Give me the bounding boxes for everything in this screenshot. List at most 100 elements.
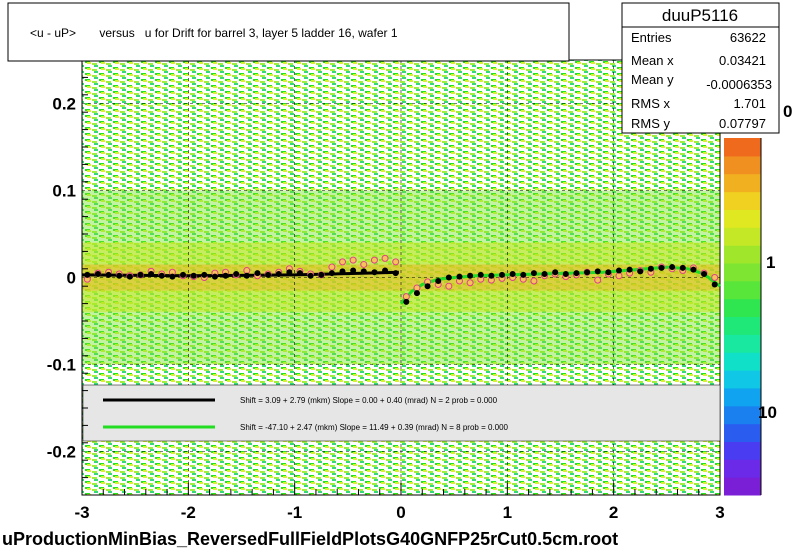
black-point xyxy=(701,271,708,278)
black-point xyxy=(637,268,644,275)
black-point xyxy=(137,271,144,278)
stats-name: duuP5116 xyxy=(662,6,738,25)
y-tick-label: 0.2 xyxy=(52,95,76,114)
colorbar-segment xyxy=(724,316,761,335)
pink-point xyxy=(328,263,336,271)
black-point xyxy=(328,270,335,277)
pink-point xyxy=(711,274,719,281)
colorbar-segment xyxy=(724,405,761,425)
x-tick-label: 2 xyxy=(609,503,618,522)
stats-value-entries: 63622 xyxy=(730,30,766,45)
colorbar-segment xyxy=(724,477,761,496)
colorbar-segment xyxy=(724,370,761,389)
pink-point xyxy=(594,276,602,284)
stats-value-mean-y: -0.0006353 xyxy=(706,77,772,92)
title-box: <u - uP> versus u for Drift for barrel 3… xyxy=(7,2,570,62)
stats-label-entries: Entries xyxy=(631,30,672,45)
colorbar-segment xyxy=(724,441,761,460)
pink-point xyxy=(349,256,357,264)
black-point xyxy=(158,272,165,279)
y-tick-label: 0 xyxy=(67,269,76,288)
pink-point xyxy=(615,272,623,280)
stats-box: duuP5116 Entries 63622 Mean x 0.03421 Me… xyxy=(621,2,780,134)
black-point xyxy=(339,268,346,275)
x-tick-label: 0 xyxy=(396,503,405,522)
black-point xyxy=(371,269,378,276)
black-point xyxy=(488,272,495,279)
pink-point xyxy=(445,282,453,290)
black-point xyxy=(647,265,654,272)
black-point xyxy=(477,271,484,278)
black-point xyxy=(180,271,187,278)
black-point xyxy=(499,271,506,278)
black-point xyxy=(211,273,218,280)
black-point xyxy=(530,270,537,277)
black-point xyxy=(605,269,612,276)
black-point xyxy=(658,264,665,271)
black-point xyxy=(190,272,197,279)
black-point xyxy=(467,272,474,279)
black-point xyxy=(201,271,208,278)
colorbar-segment xyxy=(724,334,761,353)
black-point xyxy=(435,277,442,284)
y-tick-label: 0.1 xyxy=(52,182,76,201)
pink-point xyxy=(243,267,251,275)
colorbar-segment xyxy=(724,298,761,317)
chart-title: <u - uP> versus u for Drift for barrel 3… xyxy=(30,26,398,40)
stats-value-rms-y: 0.07797 xyxy=(719,116,766,131)
black-point xyxy=(265,271,272,278)
stats-label-mean-y: Mean y xyxy=(631,72,674,87)
black-point xyxy=(286,269,293,276)
black-point xyxy=(94,271,101,278)
axes: -3 -2 -1 0 1 2 3 0.2 0.1 0 -0.1 -0.2 xyxy=(47,59,725,522)
black-point xyxy=(307,272,314,279)
black-point xyxy=(296,270,303,277)
black-point xyxy=(711,281,718,288)
black-point xyxy=(275,271,282,278)
black-point xyxy=(105,271,112,278)
black-point xyxy=(243,272,250,279)
colorbar-segment xyxy=(724,191,761,210)
pink-point xyxy=(413,284,421,292)
pink-point xyxy=(530,277,538,285)
x-tick-label: -2 xyxy=(181,503,196,522)
black-point xyxy=(615,267,622,274)
black-point xyxy=(456,273,463,280)
x-tick-label: 3 xyxy=(715,503,724,522)
pink-point xyxy=(360,260,368,268)
colorbar-segment xyxy=(724,459,761,478)
black-point xyxy=(350,267,357,274)
black-point xyxy=(584,269,591,276)
black-point xyxy=(541,271,548,278)
black-point xyxy=(169,273,176,280)
colorbar-segment xyxy=(724,209,761,228)
color-bar xyxy=(724,138,762,496)
colorbar-segment xyxy=(724,245,761,264)
stats-label-mean-x: Mean x xyxy=(631,53,674,68)
legend-entry-green: Shift = -47.10 + 2.47 (mkm) Slope = 11.4… xyxy=(240,423,509,432)
colorbar-segment xyxy=(724,173,761,193)
colorbar-segment xyxy=(724,423,761,442)
pink-point xyxy=(466,279,474,287)
black-point xyxy=(424,283,431,290)
black-point xyxy=(413,290,420,297)
black-point xyxy=(626,266,633,273)
colorbar-segment xyxy=(724,227,761,246)
black-point xyxy=(116,272,123,279)
black-point xyxy=(594,268,601,275)
stats-value-mean-x: 0.03421 xyxy=(719,53,766,68)
y-tick-label: -0.1 xyxy=(47,356,76,375)
pink-point xyxy=(381,254,389,262)
black-fit-curve xyxy=(81,270,399,278)
black-point xyxy=(403,298,410,305)
black-point xyxy=(126,273,133,280)
black-point xyxy=(690,266,697,273)
footer-filename: uProductionMinBias_ReversedFullFieldPlot… xyxy=(2,529,618,549)
x-tick-label: -1 xyxy=(287,503,302,522)
colorbar-segment xyxy=(724,138,761,157)
black-point xyxy=(233,271,240,278)
black-point xyxy=(254,270,261,277)
stats-label-rms-y: RMS y xyxy=(631,116,671,131)
data-points xyxy=(83,254,719,305)
colorbar-segment xyxy=(724,352,761,371)
